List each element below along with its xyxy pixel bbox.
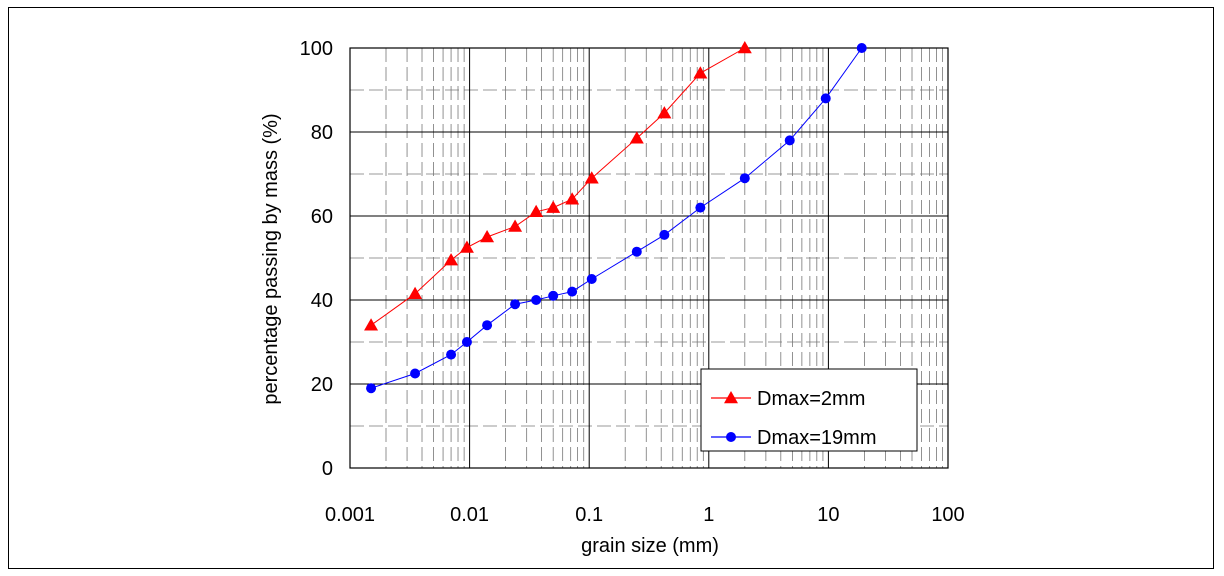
- data-point: [510, 299, 521, 310]
- y-tick-label: 20: [311, 374, 333, 396]
- legend-marker: [726, 432, 736, 442]
- x-tick-label: 100: [931, 504, 964, 526]
- data-point: [739, 173, 750, 184]
- data-point: [548, 290, 559, 301]
- legend-marker: [724, 391, 738, 404]
- data-point: [784, 135, 795, 146]
- data-point: [737, 41, 752, 54]
- y-tick-label: 0: [322, 458, 333, 480]
- data-point: [820, 93, 831, 104]
- y-tick-label: 100: [300, 38, 333, 60]
- series-line: [370, 47, 863, 389]
- data-point: [366, 383, 377, 394]
- data-point: [410, 368, 421, 379]
- data-point: [565, 192, 580, 205]
- x-tick-label: 10: [817, 504, 839, 526]
- data-point: [546, 200, 561, 213]
- data-point: [567, 286, 578, 297]
- data-point: [586, 274, 597, 284]
- data-point: [584, 171, 599, 184]
- x-axis-label: grain size (mm): [581, 535, 719, 557]
- data-point: [695, 202, 706, 213]
- data-point: [461, 337, 472, 347]
- data-point: [446, 349, 457, 360]
- series-1: [364, 41, 752, 331]
- x-tick-label: 1: [703, 504, 714, 526]
- data-point: [364, 318, 379, 331]
- legend: Dmax=2mm Dmax=19mm: [700, 368, 918, 452]
- data-point: [657, 106, 672, 119]
- series-2: [366, 43, 867, 394]
- data-point: [482, 320, 493, 331]
- data-point: [631, 246, 642, 257]
- legend-label: Dmax=19mm: [757, 427, 876, 449]
- grid: [349, 47, 949, 469]
- y-tick-label: 40: [311, 290, 333, 312]
- chart-frame: [8, 7, 1214, 569]
- data-point: [444, 253, 459, 266]
- data-point: [480, 230, 495, 243]
- x-tick-label: 0.01: [450, 504, 489, 526]
- y-axis-label: percentage passing by mass (%): [260, 113, 282, 404]
- data-point: [459, 240, 474, 253]
- data-point: [693, 66, 708, 79]
- data-point: [629, 131, 644, 144]
- x-tick-label: 0.1: [575, 504, 603, 526]
- x-tick-label: 0.001: [325, 504, 375, 526]
- series-line: [370, 47, 746, 326]
- data-point: [508, 219, 523, 232]
- legend-label: Dmax=2mm: [757, 388, 865, 410]
- series: [364, 41, 867, 394]
- data-point: [408, 286, 423, 299]
- y-tick-label: 80: [311, 122, 333, 144]
- plot-area-border: [349, 47, 949, 469]
- y-tick-label: 60: [311, 206, 333, 228]
- data-point: [659, 229, 670, 240]
- data-point: [531, 295, 542, 305]
- data-point: [529, 204, 544, 218]
- data-point: [856, 43, 867, 53]
- tick-labels: 0.001 0.01 0.1 1 10 100 0 20 40 60 80 100: [300, 38, 965, 526]
